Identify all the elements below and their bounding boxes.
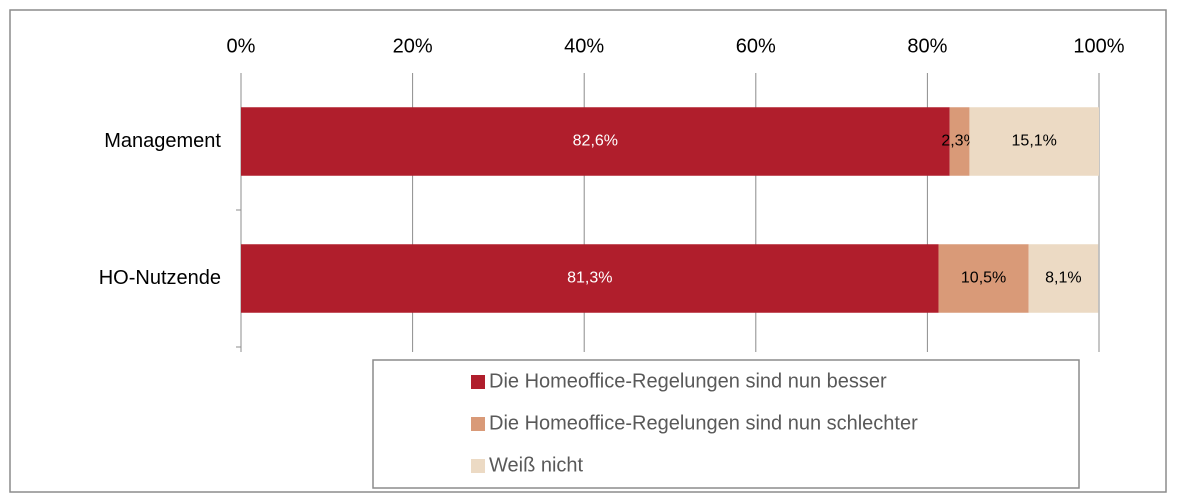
data-label: 15,1% (1012, 133, 1057, 150)
data-label: 82,6% (573, 133, 618, 150)
legend-swatch (471, 375, 485, 389)
x-tick-label: 60% (736, 35, 776, 57)
x-tick-label: 80% (907, 35, 947, 57)
legend-box (372, 359, 1080, 489)
bar-segment (949, 107, 970, 176)
legend-swatch (471, 459, 485, 473)
legend-label: Weiß nicht (489, 454, 584, 476)
x-tick-label: 100% (1073, 35, 1124, 57)
x-tick-label: 0% (227, 35, 256, 57)
x-tick-label: 20% (393, 35, 433, 57)
bar-segment (969, 107, 1099, 176)
data-label: 10,5% (961, 270, 1006, 287)
bar-segment (1028, 244, 1099, 313)
legend-label: Die Homeoffice-Regelungen sind nun schle… (489, 412, 918, 434)
data-label: 2,3% (941, 133, 977, 150)
data-label: 8,1% (1045, 270, 1081, 287)
bar-segment (241, 107, 950, 176)
data-label: 81,3% (567, 270, 612, 287)
x-tick-label: 40% (564, 35, 604, 57)
y-tick-label: HO-Nutzende (99, 267, 221, 289)
legend-label: Die Homeoffice-Regelungen sind nun besse… (489, 370, 887, 392)
bar-segment (938, 244, 1029, 313)
y-tick-label: Management (104, 130, 221, 152)
legend-swatch (471, 417, 485, 431)
bar-segment (241, 244, 939, 313)
